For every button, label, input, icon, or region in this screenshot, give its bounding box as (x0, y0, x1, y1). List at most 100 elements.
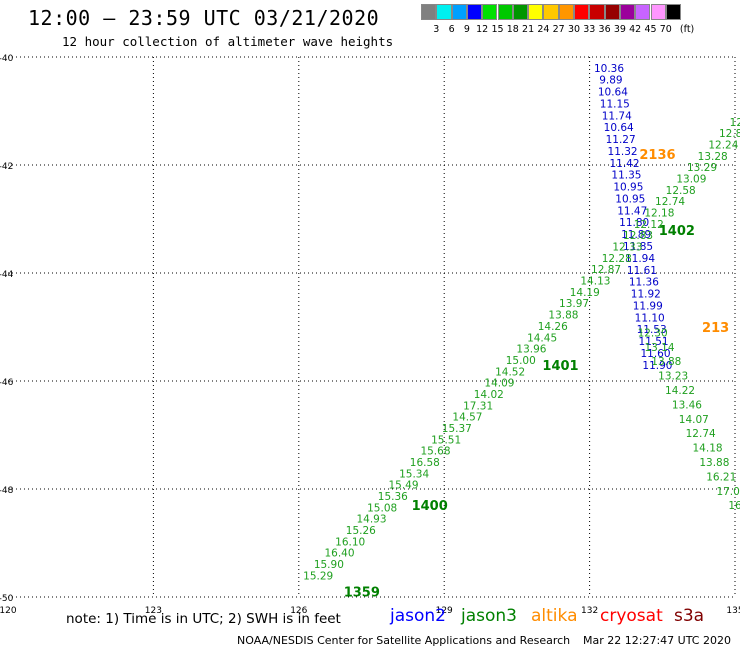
wave-height-value: 11.99 (633, 300, 663, 312)
pass-time-label: 1401 (542, 359, 578, 374)
wave-height-value: 12.74 (686, 428, 716, 440)
satellite-s3a-label: s3a (674, 606, 705, 626)
legend-label: 24 (537, 24, 550, 35)
wave-height-value: 16.10 (335, 536, 365, 548)
wave-height-value: 11.27 (606, 134, 636, 146)
wave-height-value: 11.74 (602, 110, 632, 122)
wave-height-value: 14.07 (679, 414, 709, 426)
wave-height-value: 15.26 (346, 525, 376, 537)
pass-time-label: 2136 (639, 148, 675, 163)
wave-height-value: 14.22 (665, 385, 695, 397)
wave-height-value: 10.95 (613, 182, 643, 194)
wave-height-value: 12.87 (591, 264, 621, 276)
credit-text: NOAA/NESDIS Center for Satellite Applica… (237, 634, 571, 647)
wave-height-value: 13.96 (516, 344, 546, 356)
wave-height-value: 10.64 (604, 122, 634, 134)
map-title: 12:00 – 23:59 UTC 03/21/2020 (28, 6, 380, 30)
legend-label: 6 (448, 24, 455, 35)
legend-label: 21 (522, 24, 535, 35)
wave-height-value: 9.89 (599, 75, 622, 87)
wave-height-value: 16.40 (324, 548, 354, 560)
wave-height-value: 11.53 (637, 324, 667, 336)
wave-height-value: 12.28 (602, 253, 632, 265)
wave-height-value: 14.02 (474, 389, 504, 401)
wave-height-value: 12.58 (666, 185, 696, 197)
wave-height-value: 13.09 (676, 174, 706, 186)
wave-height-value: 11.15 (600, 98, 630, 110)
wave-height-value: 14.26 (538, 321, 568, 333)
legend-label: 42 (629, 24, 642, 35)
wave-height-value: 11.90 (642, 360, 672, 372)
wave-height-value: 14.52 (495, 366, 525, 378)
wave-height-value: 12.24 (708, 139, 738, 151)
wave-height-value: 12.30 (638, 327, 668, 339)
wave-height-value: 12.33 (612, 242, 642, 254)
wave-height-value: 12.83 (623, 230, 653, 242)
legend-swatch (528, 4, 544, 20)
wave-height-value: 11.80 (619, 217, 649, 229)
wave-height-value: 12.79 (730, 117, 740, 129)
legend-swatch (650, 4, 666, 20)
wave-height-value: 14.57 (452, 412, 482, 424)
lat-tick-label: -50 (0, 594, 14, 604)
pass-time-label: 213 (702, 321, 729, 336)
wave-height-value: 13.28 (698, 151, 728, 163)
track-jason3-desc: 12.30 13.14 13.88 13.23 14.22 13.46 14.07 12.74… (638, 327, 740, 512)
legend-swatch (512, 4, 529, 20)
satellite-jason3-label: jason3 (461, 606, 517, 626)
pass-time-label: 1359 (344, 586, 380, 601)
wave-height-value: 11.85 (623, 241, 653, 253)
legend-swatch (436, 4, 452, 20)
wave-height-value: 11.32 (608, 146, 638, 158)
wave-height-value: 10.64 (598, 87, 628, 99)
lon-tick-label: 132 (581, 606, 598, 616)
wave-height-value: 10.36 (594, 63, 624, 75)
wave-height-value: 12.12 (634, 219, 664, 231)
lat-tick-label: -46 (0, 378, 14, 388)
legend-label: 70 (659, 24, 672, 35)
legend-label: 33 (583, 24, 596, 35)
wave-height-value: 14.09 (484, 378, 514, 390)
legend-label: 15 (491, 24, 504, 35)
wave-height-value: 15.00 (506, 355, 536, 367)
satellite-tracks: 10.369.8910.6411.1511.7410.6411.2711.321… (303, 63, 740, 583)
legend-unit: (ft) (679, 24, 695, 35)
wave-height-value: 17.31 (463, 400, 493, 412)
wave-height-value: 11.36 (629, 277, 659, 289)
wave-height-value: 11.42 (609, 158, 639, 170)
wave-height-value: 14.13 (580, 276, 610, 288)
legend-swatch (482, 4, 498, 20)
legend-swatch (604, 4, 620, 20)
wave-height-value: 11.60 (640, 348, 670, 360)
lon-tick-label: 129 (436, 606, 453, 616)
legend-label: 45 (644, 24, 657, 35)
lon-tick-label: 126 (290, 606, 307, 616)
legend-swatch (543, 4, 559, 20)
wave-height-value: 15.34 (399, 468, 429, 480)
track-jason2-a: 10.369.8910.6411.1511.7410.6411.2711.321… (594, 63, 673, 372)
track-jason3-asc: 15.2915.9016.4016.1015.2614.9315.0815.36… (303, 117, 740, 583)
wave-height-value: 10.95 (615, 193, 645, 205)
pass-time-labels: 1359 1400 1401 1402 2136 213 (344, 148, 729, 600)
wave-height-value: 13.88 (651, 356, 681, 368)
legend-swatch (451, 4, 467, 20)
satellite-jason2-label: jason2 (390, 606, 446, 626)
legend-label: 39 (613, 24, 626, 35)
wave-height-value: 16 (728, 500, 740, 512)
wave-height-value: 15.51 (431, 434, 461, 446)
lat-tick-label: -42 (0, 162, 13, 172)
legend-swatch (574, 4, 590, 20)
generated-timestamp: Mar 22 12:27:47 UTC 2020 (583, 634, 731, 647)
legend-label: 36 (598, 24, 611, 35)
wave-height-value: 11.92 (631, 289, 661, 301)
wave-height-value: 14.93 (356, 514, 386, 526)
legend-swatch (558, 4, 574, 20)
wave-height-value: 11.35 (611, 170, 641, 182)
legend-swatch (497, 4, 513, 20)
wave-height-value: 16.21 (706, 471, 736, 483)
legend-label: 18 (506, 24, 519, 35)
legend-swatch (589, 4, 605, 20)
legend-label: 9 (463, 24, 470, 35)
satellite-cryosat-label: cryosat (600, 606, 663, 626)
legend-label: 12 (476, 24, 489, 35)
